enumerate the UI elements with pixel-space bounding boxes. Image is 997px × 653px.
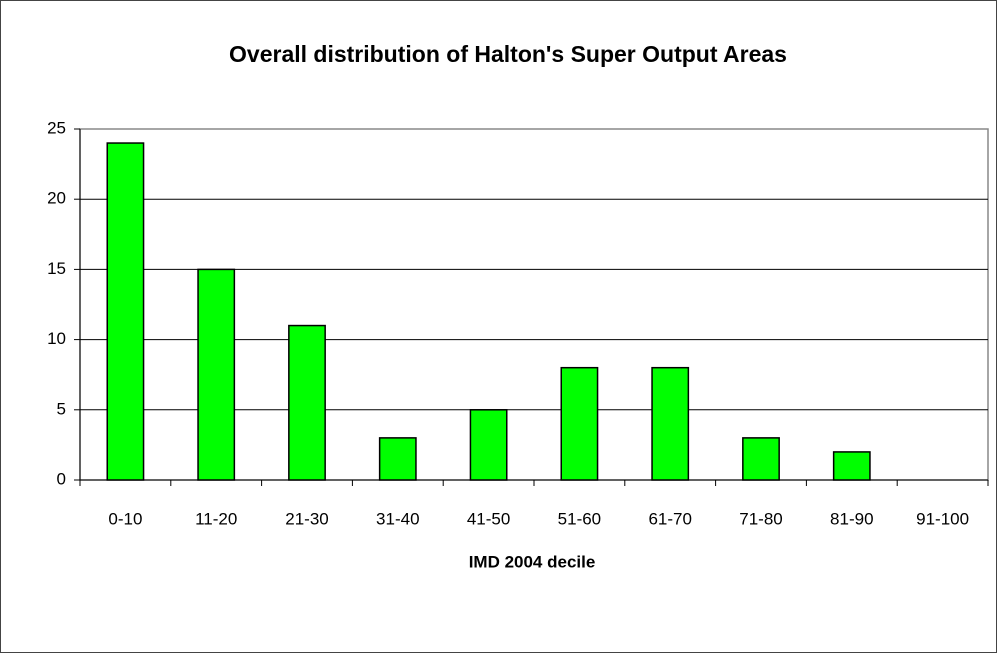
x-tick-label: 41-50 bbox=[467, 509, 510, 528]
bar bbox=[651, 366, 690, 481]
x-tick-label: 31-40 bbox=[376, 509, 419, 528]
x-axis-label: IMD 2004 decile bbox=[469, 552, 596, 571]
y-tick-label: 10 bbox=[47, 329, 66, 348]
y-tick-label: 15 bbox=[47, 259, 66, 278]
bar bbox=[560, 366, 599, 481]
x-tick-label: 0-10 bbox=[108, 509, 142, 528]
x-tick-label: 61-70 bbox=[648, 509, 691, 528]
y-tick-label: 0 bbox=[57, 469, 66, 488]
y-tick-label: 5 bbox=[57, 399, 66, 418]
bar bbox=[832, 451, 871, 481]
x-tick-label: 51-60 bbox=[558, 509, 601, 528]
y-tick-label: 25 bbox=[47, 118, 66, 137]
bar bbox=[469, 409, 508, 481]
bar bbox=[288, 324, 326, 481]
y-tick-label: 20 bbox=[47, 189, 66, 208]
bar bbox=[378, 437, 417, 481]
bar bbox=[197, 268, 236, 481]
x-tick-label: 21-30 bbox=[285, 509, 328, 528]
bar bbox=[106, 142, 145, 481]
chart-title: Overall distribution of Halton's Super O… bbox=[229, 41, 787, 67]
x-tick-label: 91-100 bbox=[916, 509, 969, 528]
bar bbox=[742, 437, 780, 481]
x-tick-label: 71-80 bbox=[739, 509, 782, 528]
x-tick-label: 11-20 bbox=[195, 509, 237, 528]
x-tick-label: 81-90 bbox=[830, 509, 873, 528]
